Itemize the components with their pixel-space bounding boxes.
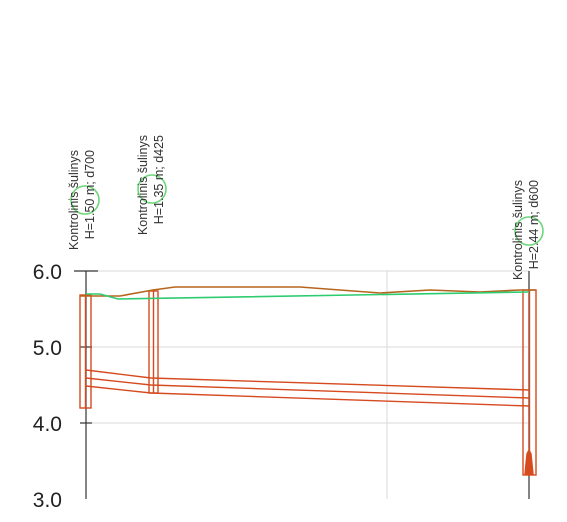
y-tick-label-4: 4.0 (33, 413, 62, 436)
well-label-3-name: Kontrolinis šulinys (511, 180, 525, 280)
well-label-1: Kontrolinis šulinys H=1.50 m; d700 (67, 150, 97, 250)
well-marker-2 (137, 174, 167, 204)
well-label-2-name: Kontrolinis šulinys (136, 135, 150, 235)
y-tick-label-6: 6.0 (33, 261, 62, 284)
well-marker-1 (70, 185, 100, 215)
well-markers (70, 174, 544, 246)
well-shaft-1 (79, 294, 92, 409)
gridlines (86, 270, 529, 499)
well-label-1-detail: H=1.50 m; d700 (83, 150, 97, 239)
pipe-top-line (85, 369, 530, 391)
axes (74, 270, 530, 499)
well-shaft-2 (148, 290, 159, 394)
well-label-3: Kontrolinis šulinys H=2.44 m; d600 (511, 180, 541, 280)
well-label-3-detail: H=2.44 m; d600 (527, 180, 541, 269)
pipe-lines (85, 369, 530, 407)
water-line (86, 291, 530, 300)
well-label-2: Kontrolinis šulinys H=1.35 m; d425 (136, 135, 166, 235)
y-tick-label-5: 5.0 (33, 337, 62, 360)
well-shaft-3 (522, 289, 537, 476)
y-tick-label-3: 3.0 (33, 489, 62, 512)
pipe-middle-line (85, 377, 530, 399)
well-label-2-detail: H=1.35 m; d425 (152, 135, 166, 224)
well-label-1-name: Kontrolinis šulinys (67, 150, 81, 250)
ground-line (80, 286, 536, 297)
well-marker-3 (514, 216, 544, 246)
y-tick-labels: 6.0 5.0 4.0 3.0 (33, 261, 62, 512)
well-labels: Kontrolinis šulinys H=1.50 m; d700 Kontr… (67, 135, 541, 280)
